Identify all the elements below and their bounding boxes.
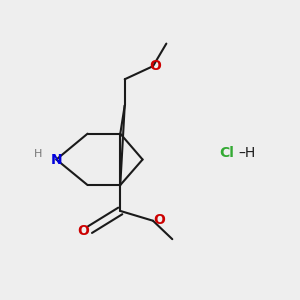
Text: N: N	[51, 152, 62, 167]
Text: H: H	[34, 149, 43, 159]
Text: –H: –H	[238, 146, 256, 160]
Text: Cl: Cl	[219, 146, 234, 160]
Text: O: O	[154, 212, 165, 226]
Text: O: O	[77, 224, 89, 238]
Text: O: O	[149, 58, 161, 73]
